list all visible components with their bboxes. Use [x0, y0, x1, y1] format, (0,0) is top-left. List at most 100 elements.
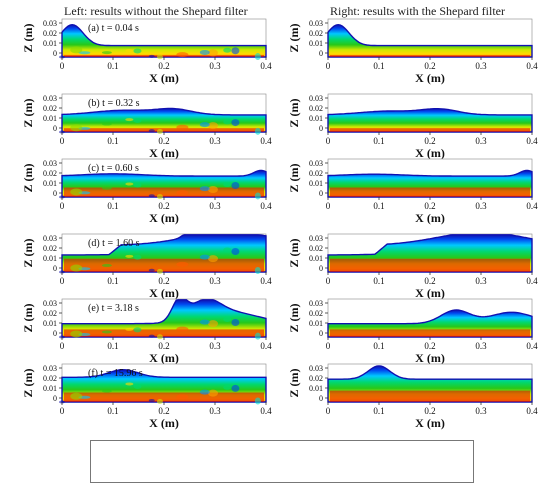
y-tick-label: 0 — [319, 124, 323, 133]
panel-time: t = 1.60 s — [102, 238, 139, 249]
left-column-title: Left: results without the Shepard filter — [64, 4, 248, 18]
high-pressure-zone — [330, 187, 530, 197]
pressure-noise — [125, 118, 134, 122]
x-tick-label: 0.3 — [209, 136, 221, 146]
fluid-body — [62, 299, 266, 337]
pressure-noise — [223, 182, 232, 188]
pressure-noise — [133, 117, 142, 123]
x-tick-label: 0.1 — [107, 341, 118, 351]
free-surface — [327, 365, 533, 403]
y-tick-label: 0.02 — [43, 104, 57, 113]
pressure-noise — [231, 248, 240, 256]
x-tick-label: 0.1 — [373, 341, 384, 351]
pressure-noise — [176, 190, 189, 196]
x-axis-title: X (m) — [149, 211, 179, 225]
y-tick-label: 0.01 — [309, 254, 323, 263]
pressure-noise — [223, 47, 232, 53]
y-tick-label: 0.01 — [43, 179, 57, 188]
pressure-noise — [148, 398, 155, 402]
pressure-noise — [125, 49, 134, 53]
free-surface — [61, 23, 267, 58]
pressure-noise — [125, 327, 134, 331]
y-tick-label: 0.01 — [43, 39, 57, 48]
pressure-noise — [70, 188, 83, 196]
high-pressure-zone — [330, 329, 530, 337]
y-tick-label: 0 — [319, 264, 323, 273]
y-tick-label: 0.01 — [43, 319, 57, 328]
x-tick-label: 0.3 — [209, 341, 221, 351]
x-tick-label: 0 — [60, 341, 65, 351]
x-tick-label: 0.4 — [526, 406, 538, 416]
high-pressure-zone — [64, 128, 264, 132]
y-tick-label: 0.02 — [309, 309, 323, 318]
high-pressure-zone — [64, 258, 264, 272]
pressure-noise — [101, 122, 112, 126]
pressure-noise — [207, 389, 218, 397]
pressure-noise — [199, 49, 210, 55]
panel-time: t = 0.60 s — [102, 163, 139, 174]
y-tick-label: 0.03 — [309, 19, 323, 28]
x-tick-label: 0.3 — [475, 276, 487, 286]
pressure-noise — [176, 394, 189, 400]
pressure-noise — [207, 49, 218, 57]
x-tick-label: 0 — [60, 406, 65, 416]
x-tick-label: 0.3 — [475, 201, 487, 211]
x-tick-label: 0.4 — [260, 341, 272, 351]
free-surface — [61, 169, 267, 198]
x-tick-label: 0 — [326, 61, 331, 71]
pressure-noise — [133, 327, 142, 333]
x-tick-label: 0.4 — [260, 276, 272, 286]
pressure-noise — [70, 46, 83, 54]
pressure-noise — [207, 320, 218, 328]
pressure-noise — [101, 51, 112, 55]
pressure-noise — [133, 383, 142, 389]
pressure-noise — [101, 263, 112, 267]
x-axis-title: X (m) — [149, 416, 179, 430]
pressure-noise — [101, 186, 112, 190]
pressure-noise — [199, 254, 210, 260]
panel-label: (e) t = 3.18 s — [88, 303, 139, 314]
pressure-noise — [70, 330, 83, 338]
x-tick-label: 0.4 — [526, 136, 538, 146]
pressure-noise — [70, 124, 83, 132]
y-tick-label: 0.02 — [43, 244, 57, 253]
x-tick-label: 0.1 — [373, 201, 384, 211]
pressure-noise — [156, 194, 163, 200]
x-tick-label: 0.3 — [209, 406, 221, 416]
x-tick-label: 0 — [60, 61, 65, 71]
y-tick-label: 0.03 — [43, 234, 57, 243]
y-tick-label: 0.03 — [309, 159, 323, 168]
pressure-noise — [199, 122, 210, 128]
y-tick-label: 0.01 — [43, 384, 57, 393]
y-tick-label: 0.01 — [43, 254, 57, 263]
y-tick-label: 0.02 — [43, 374, 57, 383]
pressure-noise — [156, 129, 163, 135]
x-tick-label: 0.1 — [107, 276, 118, 286]
x-tick-label: 0.1 — [373, 406, 384, 416]
panel-label: (b) t = 0.32 s — [88, 98, 140, 109]
pressure-noise — [156, 54, 163, 60]
y-tick-label: 0 — [319, 189, 323, 198]
y-tick-label: 0.03 — [43, 159, 57, 168]
pressure-noise — [231, 384, 240, 392]
pressure-noise — [207, 255, 218, 263]
y-tick-label: 0 — [53, 49, 57, 58]
x-tick-label: 0 — [326, 406, 331, 416]
high-pressure-zone — [64, 187, 264, 197]
y-axis-title: Z (m) — [287, 239, 301, 268]
free-surface — [327, 23, 533, 58]
y-tick-label: 0.02 — [309, 29, 323, 38]
y-axis-title: Z (m) — [287, 24, 301, 53]
y-tick-label: 0.02 — [309, 374, 323, 383]
pressure-noise — [133, 182, 142, 188]
pressure-noise — [223, 316, 232, 322]
free-surface — [61, 234, 267, 273]
pressure-noise — [254, 53, 261, 61]
pressure-noise — [254, 397, 261, 405]
panel-label: (c) t = 0.60 s — [88, 163, 139, 174]
y-tick-label: 0.01 — [309, 114, 323, 123]
